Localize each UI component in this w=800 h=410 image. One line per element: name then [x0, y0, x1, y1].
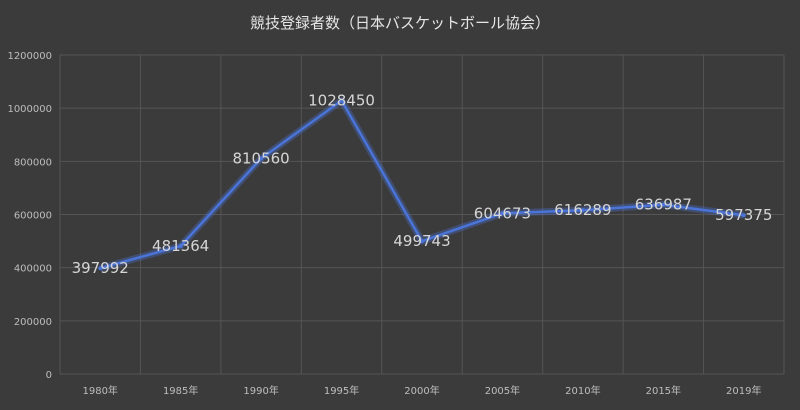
data-point	[259, 156, 264, 161]
chart-title: 競技登録者数（日本バスケットボール協会）	[250, 14, 550, 32]
data-point	[420, 239, 424, 244]
data-point	[339, 98, 344, 103]
x-tick-label: 1995年	[324, 384, 359, 397]
data-label: 636987	[635, 196, 692, 214]
x-tick-label: 2010年	[565, 384, 600, 397]
x-axis: 1980年 1985年 1990年 1995年 2000年 2005年 2010年 2015年…	[82, 384, 761, 397]
y-tick-label: 0	[46, 370, 52, 381]
x-tick-label: 2000年	[404, 384, 439, 397]
y-tick-label: 800000	[14, 157, 52, 168]
data-label: 481364	[152, 237, 209, 255]
x-tick-label: 2019年	[726, 384, 761, 397]
data-point	[741, 213, 746, 218]
x-tick-label: 2005年	[485, 384, 520, 397]
series-layer	[98, 97, 746, 272]
x-tick-label: 1980年	[82, 384, 117, 397]
y-tick-label: 1000000	[7, 104, 52, 115]
data-label: 616289	[554, 201, 611, 219]
data-label-layer: 397992 481364 810560 1028450 499743 604673 616…	[72, 92, 773, 278]
data-label: 604673	[474, 204, 531, 222]
x-tick-label: 2015年	[646, 384, 681, 397]
data-point	[580, 208, 585, 213]
y-tick-label: 1200000	[7, 51, 52, 62]
data-label: 397992	[72, 259, 129, 277]
data-point	[500, 211, 505, 216]
data-label: 499743	[393, 232, 450, 250]
y-tick-label: 200000	[14, 317, 52, 328]
y-tick-label: 600000	[14, 211, 52, 222]
x-tick-label: 1985年	[163, 384, 198, 397]
data-point	[98, 266, 103, 271]
data-point	[178, 244, 183, 249]
data-label: 1028450	[308, 92, 375, 110]
y-tick-label: 400000	[14, 264, 52, 275]
data-label: 810560	[232, 150, 289, 168]
grid-layer	[59, 54, 785, 375]
x-tick-label: 1990年	[243, 384, 278, 397]
y-axis: 0 200000 400000 600000 800000 1000000 1200000	[7, 51, 52, 381]
data-point	[661, 202, 666, 207]
data-label: 597375	[715, 206, 772, 224]
